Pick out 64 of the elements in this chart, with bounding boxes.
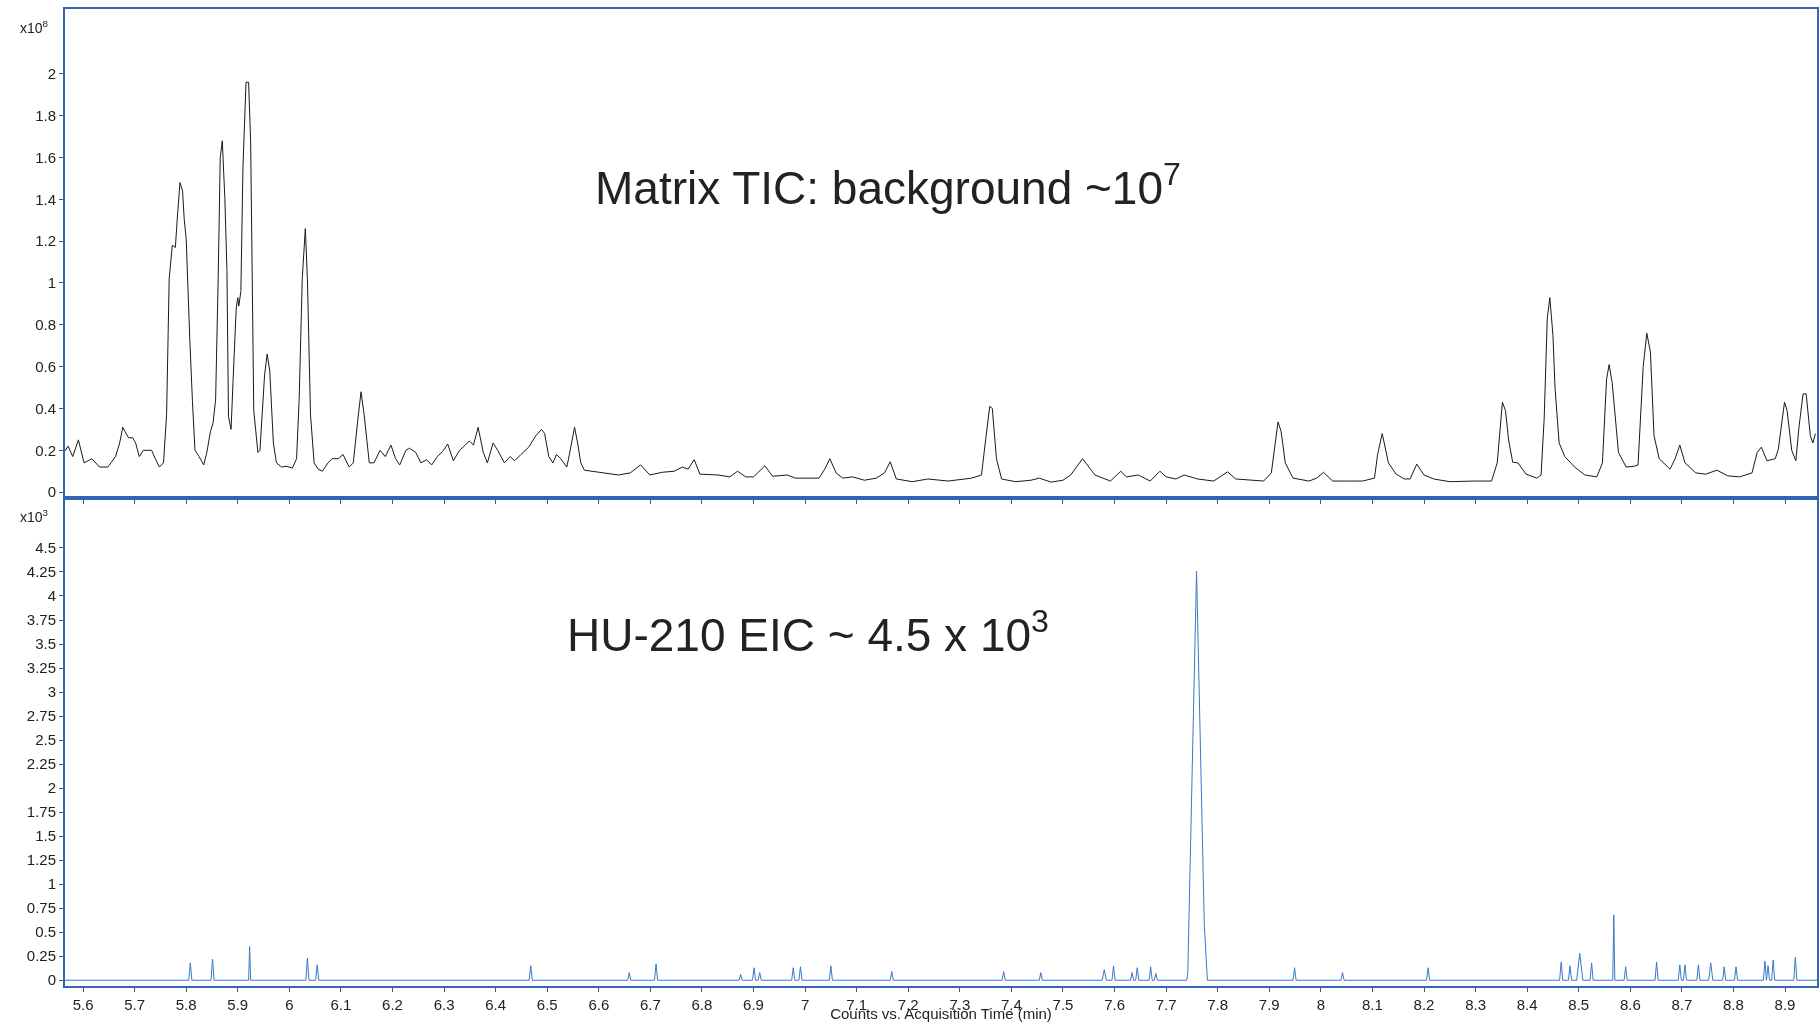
x-tick-label: 5.7 xyxy=(124,996,146,1013)
y-tick-label: 1.75 xyxy=(26,803,56,821)
y-tick-label: 1 xyxy=(47,875,56,893)
y-tick-label: 2.5 xyxy=(35,731,56,749)
y-tick-label: 0.75 xyxy=(26,899,56,917)
x-tick-label: 8.7 xyxy=(1671,996,1693,1013)
y-tick-label: 0 xyxy=(47,483,56,501)
y-tick-label: 1.25 xyxy=(26,851,56,869)
x-tick-label: 6.2 xyxy=(382,996,403,1013)
x-tick-label: 6.7 xyxy=(639,996,661,1013)
x-tick-label: 6.4 xyxy=(485,996,507,1013)
x-tick-label: 7.9 xyxy=(1258,996,1280,1013)
y-tick-label: 3.25 xyxy=(26,659,56,677)
y-tick-label: 0.8 xyxy=(35,316,56,334)
x-tick-label: 6.6 xyxy=(588,996,610,1013)
y-tick-label: 2 xyxy=(47,779,56,797)
y-tick-label: 1.5 xyxy=(35,827,56,845)
y-tick-label: 2.75 xyxy=(26,707,56,725)
x-tick-label: 5.9 xyxy=(227,996,249,1013)
x-tick-label: 8.2 xyxy=(1413,996,1435,1013)
x-tick-label: 6.3 xyxy=(433,996,455,1013)
x-tick-label: 6.8 xyxy=(691,996,713,1013)
x-tick-label: 8.5 xyxy=(1568,996,1590,1013)
x-tick-label: 5.8 xyxy=(175,996,197,1013)
y-tick-label: 1.8 xyxy=(35,106,56,124)
y-tick-label: 0.2 xyxy=(35,441,56,459)
y-tick-label: 4.25 xyxy=(26,563,56,581)
x-tick-label: 5.6 xyxy=(72,996,94,1013)
x-tick-label: 7.8 xyxy=(1207,996,1229,1013)
y-tick-label: 0.5 xyxy=(35,923,56,941)
y-tick-label: 3.5 xyxy=(35,635,56,653)
x-tick-label: 8 xyxy=(1316,996,1326,1013)
annotation: HU-210 EIC ~ 4.5 x 10$^{3}$ xyxy=(567,603,1049,662)
y-tick-label: 2.25 xyxy=(26,755,56,773)
y-tick-label: 2 xyxy=(47,65,56,83)
y-axis-title: x10$^{8}$ xyxy=(20,18,49,36)
x-tick-label: 8.8 xyxy=(1723,996,1744,1013)
x-tick-label: 6.1 xyxy=(330,996,352,1013)
y-tick-label: 0 xyxy=(47,971,56,989)
y-tick-label: 0.4 xyxy=(35,399,56,417)
y-tick-label: 1.4 xyxy=(35,190,56,208)
y-tick-label: 0.6 xyxy=(35,357,56,375)
x-tick-label: 7.6 xyxy=(1104,996,1125,1013)
y-tick-label: 4 xyxy=(47,587,56,605)
x-tick-label: 6 xyxy=(285,996,294,1013)
x-tick-label: 8.3 xyxy=(1465,996,1486,1013)
y-tick-label: 1.2 xyxy=(35,232,56,250)
y-tick-label: 3.75 xyxy=(26,611,56,629)
x-tick-label: 8.6 xyxy=(1619,996,1641,1013)
x-tick-label: 7 xyxy=(800,996,810,1013)
x-tick-label: 8.9 xyxy=(1774,996,1796,1013)
x-tick-label: 8.4 xyxy=(1516,996,1538,1013)
x-tick-label: 6.9 xyxy=(743,996,764,1013)
y-tick-label: 3 xyxy=(47,683,56,701)
x-tick-label: 8.1 xyxy=(1361,996,1383,1013)
y-tick-label: 0.25 xyxy=(26,947,56,965)
y-axis-title: x10$^{3}$ xyxy=(20,507,49,525)
y-tick-label: 1.6 xyxy=(35,148,56,166)
y-tick-label: 1 xyxy=(47,274,56,292)
x-tick-label: 6.5 xyxy=(536,996,558,1013)
annotation: Matrix TIC: background ~10$^{7}$ xyxy=(595,156,1181,215)
x-tick-label: 7.7 xyxy=(1155,996,1177,1013)
x-tick-label: 7.5 xyxy=(1052,996,1074,1013)
y-tick-label: 4.5 xyxy=(35,539,56,557)
